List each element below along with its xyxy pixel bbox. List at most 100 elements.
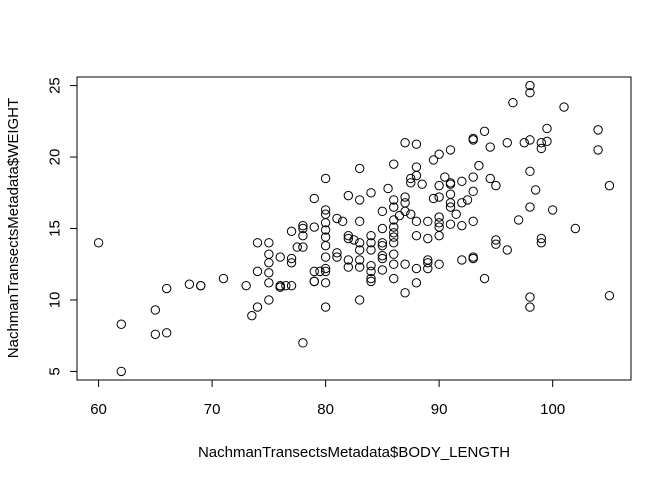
data-point (423, 258, 433, 268)
data-point (417, 179, 427, 189)
data-point (389, 238, 399, 248)
data-point (161, 283, 172, 294)
data-point (400, 206, 410, 217)
data-point (264, 258, 274, 268)
x-tick-label: 90 (431, 401, 448, 418)
data-point (468, 135, 478, 145)
data-point (354, 255, 365, 265)
data-point (349, 235, 359, 245)
data-point (547, 205, 558, 215)
data-points (93, 80, 615, 377)
data-point (286, 253, 297, 264)
data-point (286, 280, 297, 291)
data-point (343, 190, 354, 201)
data-point (434, 180, 444, 191)
y-axis: 5 10 15 20 25 (47, 77, 78, 376)
data-point (479, 273, 490, 284)
data-point (536, 143, 547, 154)
data-point (366, 273, 376, 284)
data-point (445, 202, 456, 212)
data-point (377, 253, 388, 264)
data-point (366, 260, 376, 271)
data-point (462, 195, 473, 205)
data-point (286, 258, 297, 268)
data-point (434, 259, 444, 269)
data-point (440, 172, 450, 182)
data-point (525, 202, 535, 212)
data-point (184, 279, 195, 289)
data-point (400, 259, 410, 269)
data-point (298, 223, 308, 234)
data-point (457, 220, 467, 231)
data-point (343, 255, 354, 265)
data-point (411, 263, 422, 274)
data-point (434, 212, 444, 222)
data-point (423, 233, 433, 244)
data-point (536, 138, 547, 148)
x-tick-label: 60 (90, 401, 107, 418)
data-point (525, 135, 535, 145)
data-point (320, 240, 331, 251)
data-point (406, 178, 416, 188)
data-point (428, 193, 439, 204)
data-point (320, 225, 331, 235)
data-point (320, 278, 331, 288)
data-point (502, 138, 512, 148)
data-point (366, 276, 376, 287)
data-point (354, 238, 365, 248)
data-point (542, 136, 552, 147)
data-point (525, 302, 535, 312)
data-point (411, 139, 422, 149)
data-point (445, 189, 456, 199)
data-point (593, 125, 603, 135)
data-point (377, 206, 388, 217)
data-point (491, 180, 501, 191)
data-point (411, 162, 422, 172)
data-point (394, 210, 405, 221)
data-point (389, 232, 399, 242)
data-point (343, 233, 354, 244)
data-point (150, 329, 161, 339)
data-point (604, 180, 615, 191)
data-point (366, 230, 376, 241)
data-point (332, 213, 342, 224)
data-point (445, 219, 456, 229)
data-point (354, 262, 365, 272)
data-point (491, 239, 501, 249)
data-point (320, 205, 331, 215)
y-axis-title: NachmanTransectsMetadata$WEIGHT (5, 98, 22, 358)
data-point (275, 252, 285, 262)
data-point (389, 195, 399, 205)
data-point (411, 170, 422, 181)
data-point (377, 265, 388, 275)
data-point (116, 319, 126, 329)
data-point (445, 145, 456, 155)
data-point (519, 138, 529, 148)
data-point (366, 238, 376, 248)
data-point (434, 149, 444, 159)
x-axis: 60 70 80 90 100 (90, 379, 565, 418)
data-point (451, 209, 461, 219)
data-point (332, 248, 342, 258)
data-point (485, 142, 495, 152)
data-point (354, 295, 365, 305)
data-point (389, 222, 399, 232)
data-point (570, 223, 581, 234)
y-tick-label: 15 (47, 220, 64, 237)
data-point (275, 282, 285, 292)
data-point (298, 338, 308, 348)
data-point (474, 160, 484, 171)
data-point (93, 238, 104, 248)
x-tick-label: 70 (204, 401, 221, 418)
data-point (468, 186, 478, 197)
data-point (320, 252, 331, 262)
data-point (508, 98, 518, 108)
data-point (264, 295, 274, 305)
data-point (423, 263, 433, 274)
data-point (389, 273, 399, 284)
data-point (377, 223, 388, 234)
data-point (377, 238, 388, 248)
data-point (406, 173, 416, 184)
